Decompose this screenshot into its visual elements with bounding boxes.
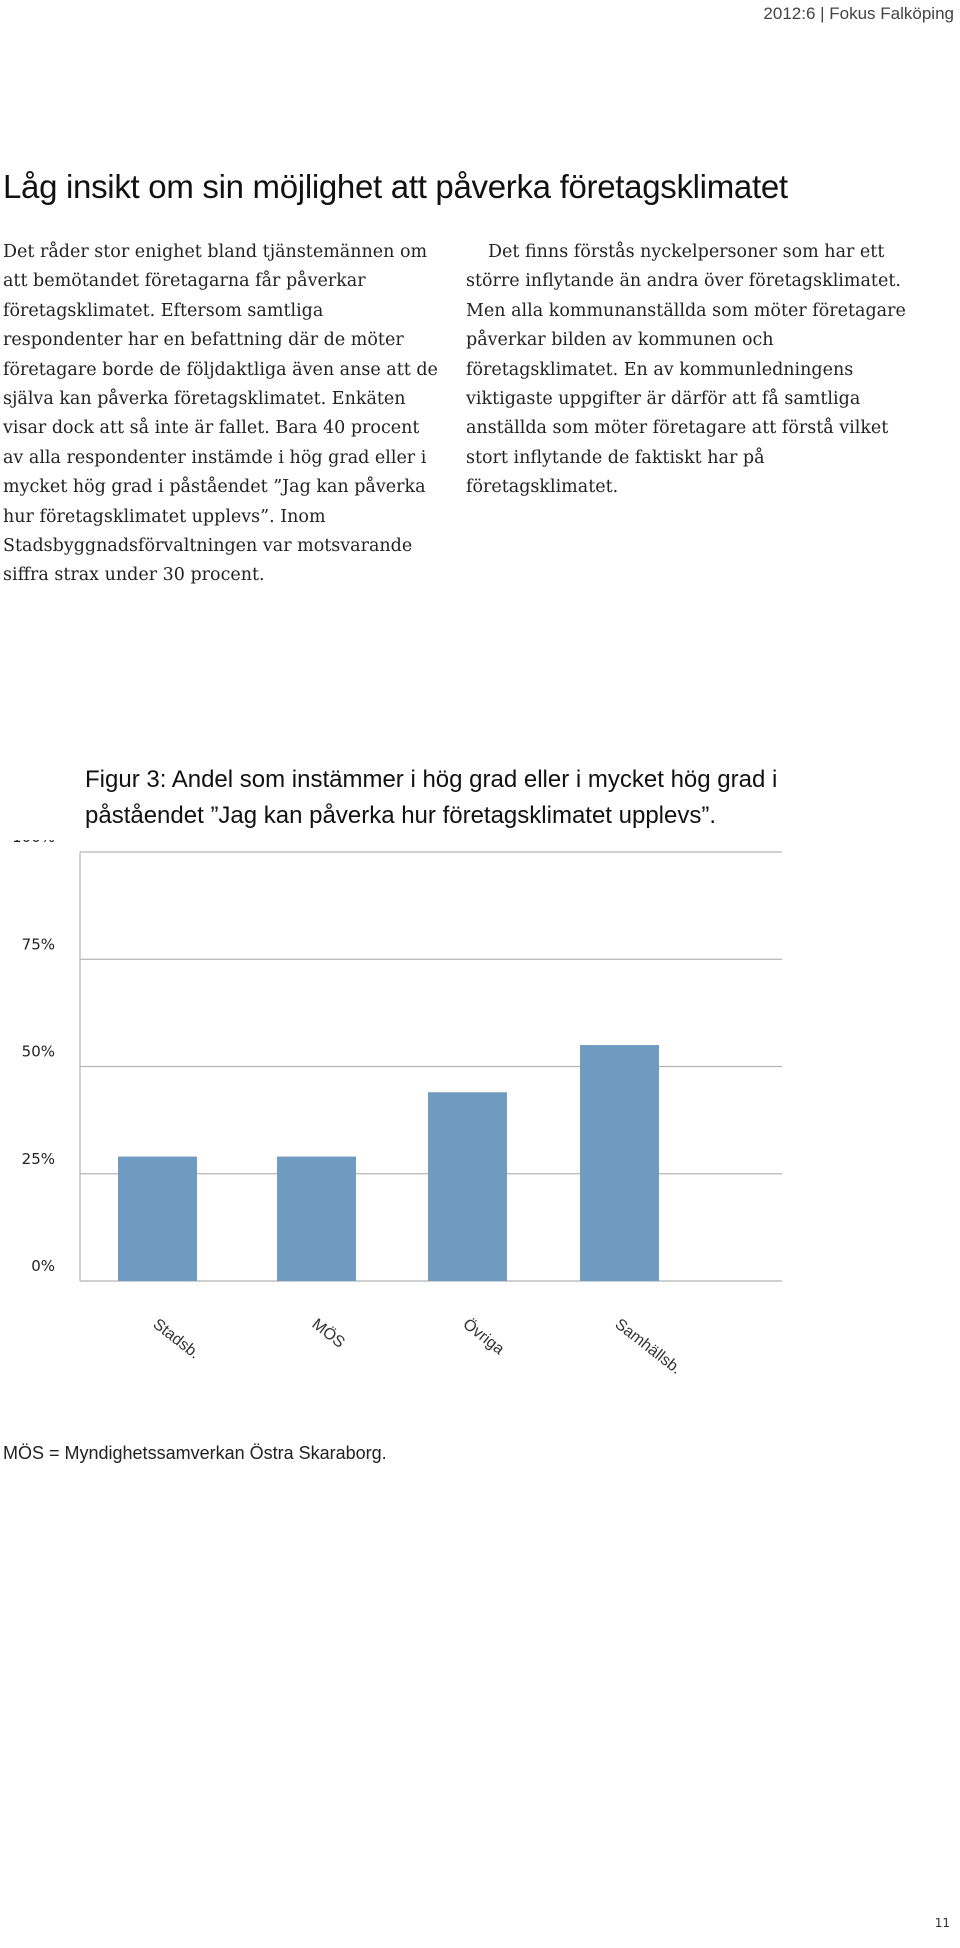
- y-tick-label: 100%: [12, 840, 55, 846]
- figure-title: Figur 3: Andel som instämmer i hög grad …: [85, 766, 778, 829]
- body-text-left-column: Det råder stor enighet bland tjänstemänn…: [3, 242, 438, 586]
- y-tick-label: 25%: [22, 1150, 55, 1168]
- body-text-right-column: Det finns förstås nyckelpersoner som har…: [466, 242, 906, 498]
- bar-4: [580, 1045, 659, 1281]
- x-category-label: MÖS: [309, 1315, 349, 1352]
- y-tick-label: 50%: [22, 1043, 55, 1061]
- bar-3: [428, 1092, 507, 1281]
- x-category-label: Stadsb.: [150, 1316, 203, 1363]
- bar-chart: 0% 25% 50% 75% 100% Stadsb. MÖS Övriga Samhällsb…: [12, 840, 782, 1378]
- figure-note: MÖS = Myndighetssamverkan Östra Skarabor…: [3, 1443, 387, 1463]
- bar-2: [277, 1156, 356, 1281]
- y-tick-label: 75%: [22, 935, 55, 953]
- y-tick-label: 0%: [31, 1257, 55, 1275]
- running-header: 2012:6 | Fokus Falköping: [763, 4, 954, 23]
- x-category-label: Samhällsb.: [612, 1316, 685, 1378]
- x-category-label: Övriga: [460, 1315, 508, 1358]
- page-number: 11: [934, 1916, 950, 1930]
- bar-1: [118, 1156, 197, 1281]
- article-title: Låg insikt om sin möjlighet att påverka …: [3, 168, 788, 205]
